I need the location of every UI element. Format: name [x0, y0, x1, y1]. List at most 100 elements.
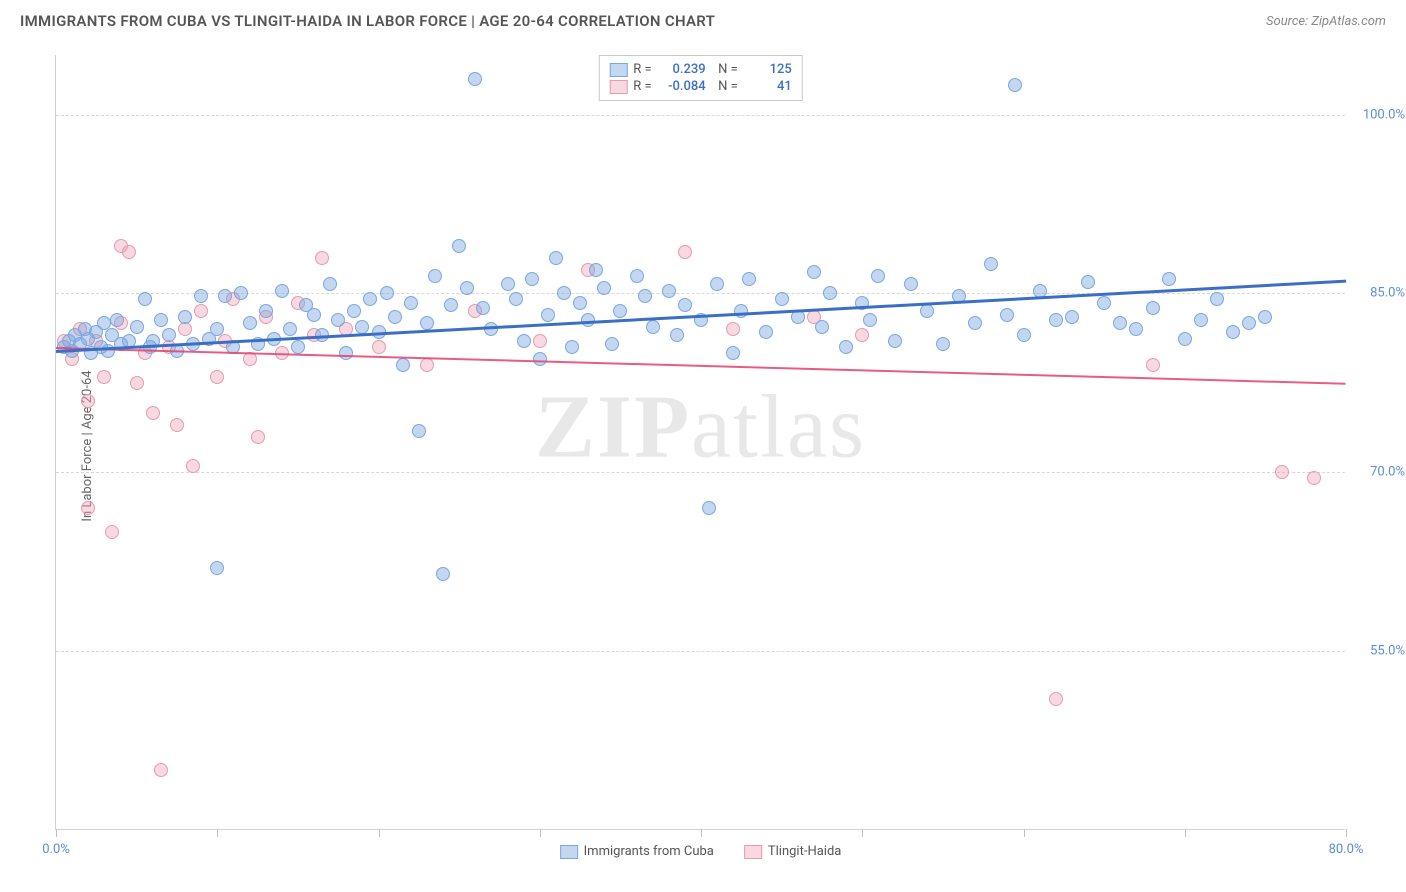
data-point: [283, 322, 297, 336]
data-point: [436, 567, 450, 581]
r-label: R =: [633, 62, 651, 77]
data-point: [1065, 310, 1079, 324]
data-point: [452, 239, 466, 253]
data-point: [210, 322, 224, 336]
data-point: [178, 310, 192, 324]
data-point: [702, 501, 716, 515]
data-point: [920, 304, 934, 318]
data-point: [420, 358, 434, 372]
r-value-pink: -0.084: [658, 79, 706, 94]
watermark: ZIPatlas: [535, 375, 866, 478]
data-point: [1017, 328, 1031, 342]
data-point: [234, 286, 248, 300]
swatch-blue-icon: [609, 63, 627, 77]
n-label: N =: [712, 79, 738, 94]
data-point: [888, 334, 902, 348]
data-point: [1097, 296, 1111, 310]
gridline: [56, 293, 1345, 294]
data-point: [839, 340, 853, 354]
data-point: [807, 265, 821, 279]
data-point: [347, 304, 361, 318]
data-point: [355, 320, 369, 334]
data-point: [412, 424, 426, 438]
data-point: [243, 316, 257, 330]
data-point: [1194, 313, 1208, 327]
data-point: [178, 322, 192, 336]
data-point: [1146, 301, 1160, 315]
data-point: [404, 296, 418, 310]
xtick: [1346, 829, 1347, 837]
series-label-blue: Immigrants from Cuba: [584, 844, 714, 859]
data-point: [428, 269, 442, 283]
data-point: [275, 284, 289, 298]
data-point: [1307, 471, 1321, 485]
data-point: [968, 316, 982, 330]
data-point: [533, 334, 547, 348]
data-point: [573, 296, 587, 310]
data-point: [1242, 316, 1256, 330]
xtick: [379, 829, 380, 837]
ytick-label: 100.0%: [1350, 107, 1405, 122]
series-legend: Immigrants from Cuba Tlingit-Haida: [560, 844, 842, 859]
data-point: [81, 394, 95, 408]
n-value-blue: 125: [744, 62, 792, 77]
data-point: [605, 337, 619, 351]
data-point: [210, 561, 224, 575]
source-label: Source: ZipAtlas.com: [1266, 14, 1386, 29]
swatch-pink-icon: [609, 80, 627, 94]
chart-plot-area: ZIPatlas R = 0.239 N = 125 R = -0.084 N …: [55, 55, 1345, 830]
xtick: [701, 829, 702, 837]
data-point: [130, 320, 144, 334]
legend-row-blue: R = 0.239 N = 125: [609, 61, 791, 78]
xtick-label: 80.0%: [1329, 842, 1364, 857]
data-point: [1258, 310, 1272, 324]
data-point: [557, 286, 571, 300]
chart-title: IMMIGRANTS FROM CUBA VS TLINGIT-HAIDA IN…: [20, 12, 715, 30]
correlation-legend: R = 0.239 N = 125 R = -0.084 N = 41: [598, 55, 802, 101]
data-point: [936, 337, 950, 351]
data-point: [871, 269, 885, 283]
ytick-label: 85.0%: [1350, 286, 1405, 301]
data-point: [138, 292, 152, 306]
data-point: [101, 344, 115, 358]
data-point: [1146, 358, 1160, 372]
data-point: [1113, 316, 1127, 330]
data-point: [742, 272, 756, 286]
xtick: [862, 829, 863, 837]
data-point: [110, 313, 124, 327]
data-point: [186, 459, 200, 473]
swatch-blue-icon: [560, 845, 578, 859]
data-point: [460, 281, 474, 295]
data-point: [1081, 275, 1095, 289]
gridline: [56, 651, 1345, 652]
data-point: [130, 376, 144, 390]
data-point: [154, 313, 168, 327]
legend-item-pink: Tlingit-Haida: [744, 844, 841, 859]
data-point: [97, 370, 111, 384]
data-point: [726, 346, 740, 360]
data-point: [1226, 325, 1240, 339]
data-point: [791, 310, 805, 324]
data-point: [855, 328, 869, 342]
data-point: [363, 292, 377, 306]
data-point: [509, 292, 523, 306]
data-point: [331, 313, 345, 327]
data-point: [154, 763, 168, 777]
ytick-label: 55.0%: [1350, 644, 1405, 659]
data-point: [122, 245, 136, 259]
data-point: [533, 352, 547, 366]
data-point: [218, 289, 232, 303]
xtick: [540, 829, 541, 837]
r-label: R =: [633, 79, 651, 94]
data-point: [525, 272, 539, 286]
xtick: [1185, 829, 1186, 837]
data-point: [210, 370, 224, 384]
data-point: [678, 298, 692, 312]
data-point: [759, 325, 773, 339]
data-point: [565, 340, 579, 354]
data-point: [420, 316, 434, 330]
data-point: [194, 304, 208, 318]
data-point: [259, 304, 273, 318]
data-point: [396, 358, 410, 372]
data-point: [549, 251, 563, 265]
